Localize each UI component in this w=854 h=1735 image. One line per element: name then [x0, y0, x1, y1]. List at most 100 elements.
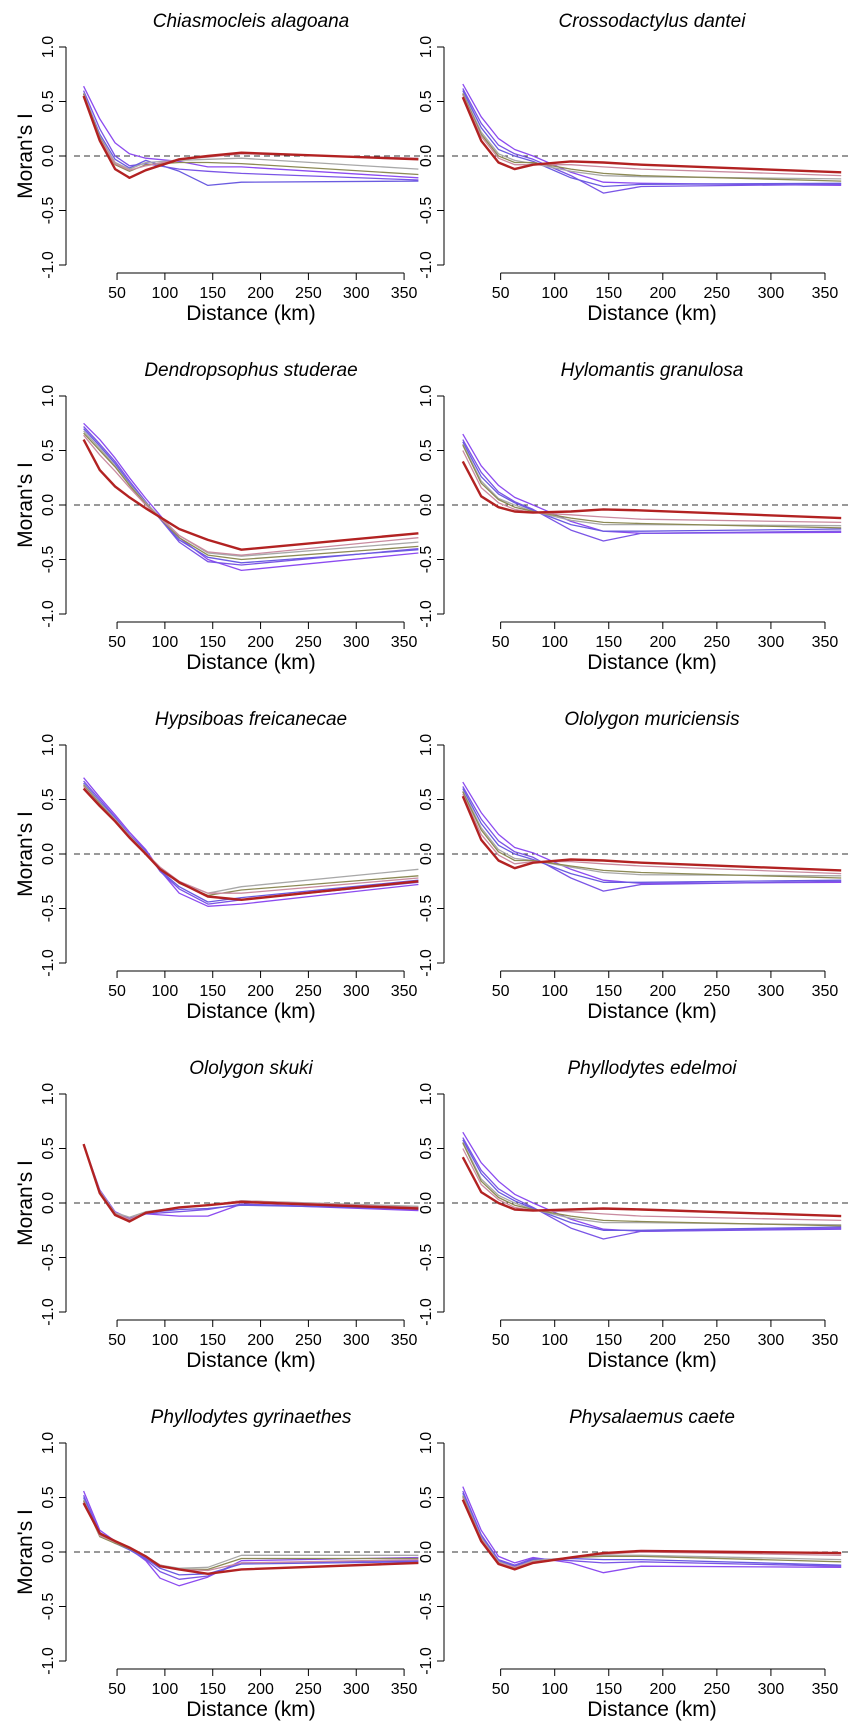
x-tick-label: 300: [343, 285, 370, 302]
x-tick-label: 100: [541, 983, 568, 1000]
x-axis-label: Distance (km): [587, 1349, 717, 1372]
x-tick-label: 50: [492, 285, 510, 302]
y-tick-label: -1.0: [418, 1298, 435, 1326]
x-tick-label: 250: [704, 983, 731, 1000]
y-tick-label: 0.5: [40, 439, 57, 461]
y-tick-label: 1.0: [418, 1083, 435, 1105]
y-tick-label: -0.5: [418, 1244, 435, 1272]
chart-title: Ololygon skuki: [189, 1058, 313, 1079]
correlogram-series-line: [461, 1499, 842, 1571]
x-tick-label: 100: [152, 1681, 179, 1698]
x-axis-label: Distance (km): [186, 1349, 316, 1372]
x-tick-label: 300: [343, 983, 370, 1000]
correlogram-series-line: [83, 1495, 419, 1580]
x-tick-label: 250: [295, 1681, 322, 1698]
x-tick-label: 150: [199, 634, 226, 651]
y-tick-label: 0.5: [418, 788, 435, 810]
y-tick-label: -1.0: [418, 949, 435, 977]
x-axis-label: Distance (km): [587, 1698, 717, 1721]
x-tick-label: 100: [541, 1332, 568, 1349]
x-tick-label: 100: [541, 285, 568, 302]
correlogram-series-line: [462, 90, 842, 188]
correlogram-series-line: [462, 443, 842, 527]
correlogram-series-line: [82, 92, 419, 170]
y-tick-label: 0.5: [418, 1486, 435, 1508]
y-tick-label: -1.0: [418, 1647, 435, 1675]
chart-title: Phyllodytes gyrinaethes: [151, 1407, 352, 1428]
correlogram-series-line: [462, 93, 842, 182]
y-axis-label: Moran's I: [14, 1509, 37, 1595]
x-tick-label: 250: [704, 1681, 731, 1698]
correlogram-series-line: [462, 439, 842, 542]
y-tick-label: 1.0: [418, 36, 435, 58]
y-tick-label: -1.0: [40, 1298, 57, 1326]
chart-panel: Hypsiboas freicanecae -1.0 -0.5 0.0 0.5 1.0 Mo…: [14, 709, 428, 1023]
x-tick-label: 50: [108, 1681, 126, 1698]
x-axis-label: Distance (km): [186, 651, 316, 674]
y-tick-label: -1.0: [418, 251, 435, 279]
x-tick-label: 50: [108, 634, 126, 651]
chart-panel: Phyllodytes edelmoi -1.0 -0.5 0.0 0.5 1.0 50 10…: [418, 1058, 852, 1372]
chart-title: Chiasmocleis alagoana: [153, 11, 349, 32]
y-tick-label: -0.5: [40, 1593, 57, 1621]
correlogram-series-line: [462, 793, 842, 875]
y-tick-label: 0.5: [418, 90, 435, 112]
chart-title: Hylomantis granulosa: [561, 360, 744, 381]
correlogram-series-line: [83, 432, 419, 561]
y-tick-label: 0.0: [418, 145, 435, 167]
x-tick-label: 150: [199, 1332, 226, 1349]
correlogram-series-line: [461, 795, 842, 872]
x-tick-label: 350: [391, 1681, 418, 1698]
x-tick-label: 50: [108, 1332, 126, 1349]
correlogram-series-line: [83, 85, 419, 179]
x-axis-label: Distance (km): [587, 1000, 717, 1023]
y-tick-label: -0.5: [40, 197, 57, 225]
correlogram-series-line: [82, 1143, 419, 1223]
correlogram-series-line: [462, 1486, 842, 1574]
x-tick-label: 200: [247, 285, 274, 302]
x-tick-label: 200: [649, 285, 676, 302]
y-tick-label: -1.0: [40, 1647, 57, 1675]
x-tick-label: 150: [199, 285, 226, 302]
y-tick-label: 0.0: [418, 494, 435, 516]
x-tick-label: 150: [199, 1681, 226, 1698]
correlogram-series-line: [82, 787, 419, 901]
x-tick-label: 200: [247, 1681, 274, 1698]
chart-title: Physalaemus caete: [569, 1407, 735, 1428]
y-tick-label: 1.0: [418, 385, 435, 407]
x-tick-label: 250: [295, 285, 322, 302]
y-tick-label: 0.5: [40, 90, 57, 112]
x-tick-label: 250: [704, 634, 731, 651]
y-axis-label: Moran's I: [14, 462, 37, 548]
correlogram-series-line: [462, 1141, 842, 1226]
y-tick-label: -0.5: [40, 895, 57, 923]
y-tick-label: 1.0: [40, 734, 57, 756]
correlogram-series-line: [462, 786, 842, 892]
correlogram-series-line: [462, 1496, 842, 1569]
x-tick-label: 200: [247, 983, 274, 1000]
x-tick-label: 150: [199, 983, 226, 1000]
x-tick-label: 250: [295, 1332, 322, 1349]
correlogram-series-line: [462, 1490, 842, 1567]
chart-panel: Physalaemus caete -1.0 -0.5 0.0 0.5 1.0 50 100 1…: [418, 1407, 852, 1721]
correlogram-series-line: [461, 96, 842, 174]
y-tick-label: -0.5: [40, 546, 57, 574]
x-tick-label: 300: [343, 634, 370, 651]
correlogram-series-line: [83, 426, 419, 566]
y-tick-label: -1.0: [40, 251, 57, 279]
correlogram-series-line: [83, 434, 419, 556]
x-tick-label: 100: [152, 983, 179, 1000]
y-tick-label: -0.5: [418, 895, 435, 923]
x-tick-label: 100: [152, 1332, 179, 1349]
y-tick-label: 0.0: [40, 843, 57, 865]
chart-panel: Crossodactylus dantei -1.0 -0.5 0.0 0.5 1.0 50…: [418, 11, 852, 325]
correlogram-series-line: [462, 94, 842, 177]
x-tick-label: 350: [391, 285, 418, 302]
correlogram-series-line: [82, 439, 419, 551]
x-tick-label: 300: [758, 1681, 785, 1698]
correlogram-series-line: [82, 1490, 419, 1587]
y-tick-label: 1.0: [418, 1432, 435, 1454]
x-tick-label: 50: [492, 634, 510, 651]
y-axis-label: Moran's I: [14, 811, 37, 897]
